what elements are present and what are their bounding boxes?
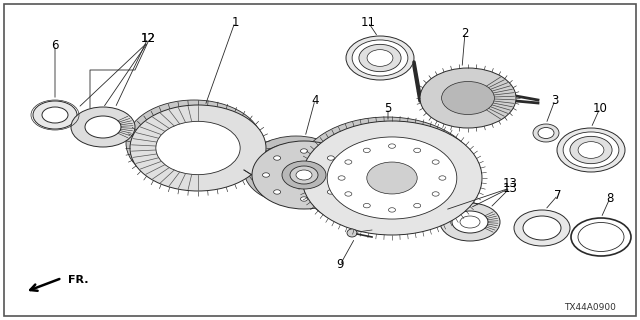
Ellipse shape [327,137,457,219]
Ellipse shape [274,190,280,194]
Text: 5: 5 [384,101,392,115]
Ellipse shape [274,156,280,160]
Ellipse shape [367,50,393,66]
Ellipse shape [338,176,345,180]
Ellipse shape [570,136,612,164]
Ellipse shape [345,160,352,164]
Ellipse shape [328,190,334,194]
Ellipse shape [254,143,338,197]
Text: 12: 12 [141,31,156,44]
Ellipse shape [367,162,417,194]
Ellipse shape [126,100,262,186]
Ellipse shape [301,197,307,201]
Ellipse shape [432,160,439,164]
Ellipse shape [282,161,326,189]
Ellipse shape [244,136,348,204]
Text: 3: 3 [551,93,559,107]
Text: FR.: FR. [68,275,88,285]
Ellipse shape [130,105,266,191]
Text: 1: 1 [231,15,239,28]
Ellipse shape [71,107,135,147]
Ellipse shape [557,128,625,172]
Ellipse shape [420,68,516,128]
Ellipse shape [413,148,420,153]
Ellipse shape [440,203,500,241]
Text: 6: 6 [51,38,59,52]
Text: 13: 13 [502,181,517,195]
Ellipse shape [563,132,619,168]
Ellipse shape [432,192,439,196]
Ellipse shape [297,117,477,231]
Ellipse shape [533,124,559,142]
Text: 7: 7 [554,188,562,202]
Ellipse shape [538,127,554,139]
Text: 13: 13 [502,177,517,189]
Ellipse shape [442,82,495,115]
Ellipse shape [33,101,77,129]
Text: 9: 9 [336,259,344,271]
Text: 11: 11 [360,15,376,28]
Ellipse shape [301,149,307,153]
Ellipse shape [328,156,334,160]
Ellipse shape [290,166,318,184]
Ellipse shape [156,121,240,175]
Text: TX44A0900: TX44A0900 [564,303,616,313]
Ellipse shape [364,204,371,208]
Ellipse shape [252,141,356,209]
Ellipse shape [514,210,570,246]
Ellipse shape [302,121,482,235]
Ellipse shape [352,40,408,76]
Ellipse shape [347,229,357,237]
Ellipse shape [296,170,312,180]
Ellipse shape [346,36,414,80]
Ellipse shape [345,192,352,196]
Ellipse shape [439,176,446,180]
Ellipse shape [85,116,121,138]
Ellipse shape [578,142,604,158]
Text: 12: 12 [141,31,156,44]
Ellipse shape [413,204,420,208]
Text: 10: 10 [593,101,607,115]
Ellipse shape [523,216,561,240]
Ellipse shape [359,44,401,72]
Text: 8: 8 [606,191,614,204]
Text: 4: 4 [311,93,319,107]
Ellipse shape [262,173,269,177]
Ellipse shape [364,148,371,153]
Ellipse shape [388,208,396,212]
Ellipse shape [388,144,396,148]
Ellipse shape [42,107,68,123]
Ellipse shape [152,116,236,170]
Text: 2: 2 [461,27,468,39]
Ellipse shape [460,216,480,228]
Ellipse shape [452,211,488,233]
Ellipse shape [339,173,346,177]
